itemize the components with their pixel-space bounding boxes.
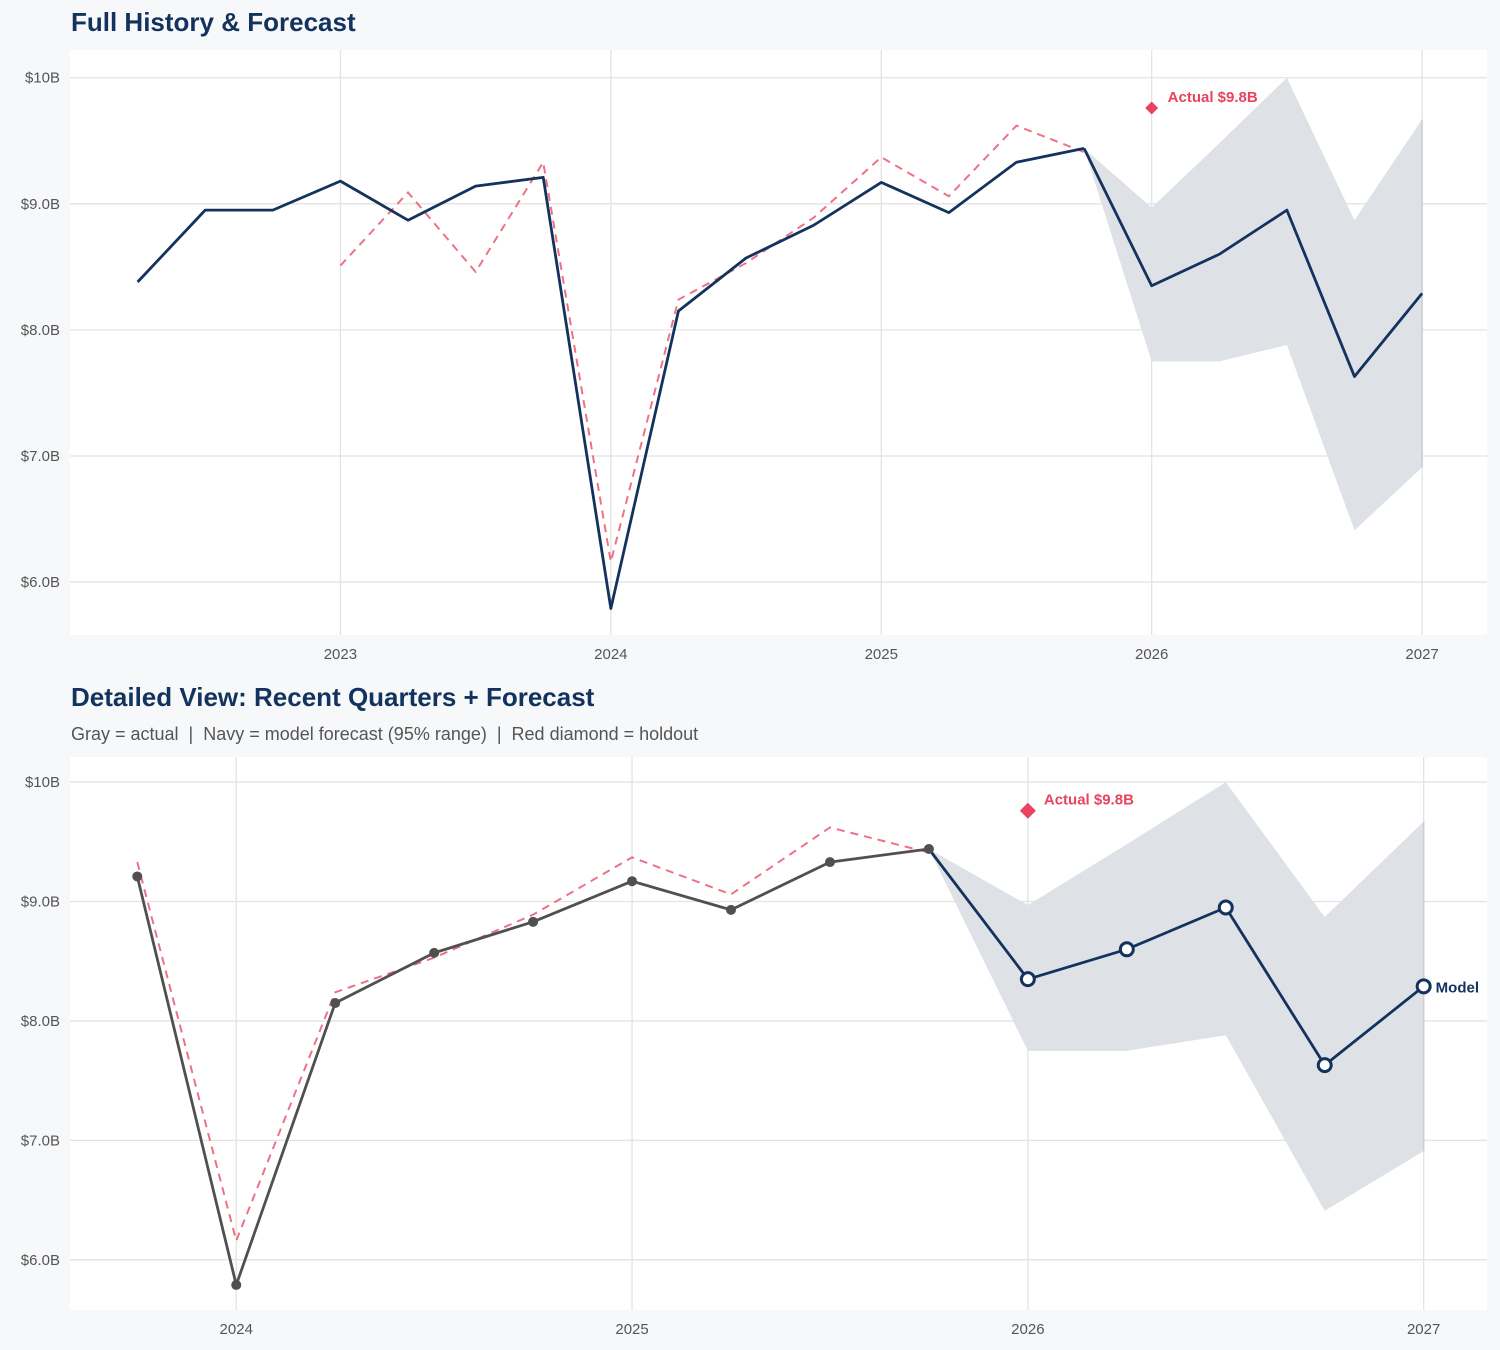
y-tick-label: $6.0B [21,1252,60,1269]
y-tick-label: $6.0B [21,574,60,591]
actual-point [429,947,440,958]
x-tick-label: 2027 [1405,646,1438,663]
actual-point [132,871,143,882]
actual-point [824,857,835,868]
x-tick-label: 2024 [594,646,627,663]
x-tick-label: 2026 [1135,646,1168,663]
bottom-panel: $6.0B $7.0B $8.0B $9.0B $10B 2024 2025 2026 2027… [21,757,1487,1338]
model-end-label: Model [1436,979,1479,996]
y-tick-label: $8.0B [21,322,60,339]
actual-point [726,904,737,915]
forecast-point [1415,978,1432,995]
actual-point [231,1279,242,1290]
actual-point [330,998,341,1009]
fitted-line [339,124,1085,563]
forecast-point [1019,971,1036,988]
y-tick-label: $7.0B [21,1132,60,1149]
holdout-diamond [1145,101,1159,115]
y-tick-label: $10B [25,774,60,791]
holdout-label: Actual $9.8B [1044,792,1134,809]
forecast-band [928,782,1424,1211]
forecast-point [1316,1057,1333,1074]
forecast-point [1118,941,1135,958]
actual-point [528,916,539,927]
forecast-band [1084,77,1423,531]
fitted-line [136,826,930,1244]
holdout-label: Actual $9.8B [1168,89,1258,106]
forecast-line [927,848,1425,1067]
y-tick-label: $10B [25,70,60,87]
bottom-chart-subtitle: Gray = actual | Navy = model forecast (9… [71,724,698,744]
holdout-diamond [1019,802,1036,819]
x-tick-label: 2026 [1011,1321,1044,1338]
actual-point [627,876,638,887]
x-tick-label: 2023 [324,646,357,663]
actual-point [923,843,934,854]
bottom-chart-title: Detailed View: Recent Quarters + Forecas… [71,682,595,712]
x-tick-label: 2027 [1407,1321,1440,1338]
y-tick-label: $7.0B [21,448,60,465]
y-tick-label: $9.0B [21,196,60,213]
top-chart-title: Full History & Forecast [71,7,356,37]
actual-line [136,146,1085,610]
x-tick-label: 2025 [615,1321,648,1338]
forecast-line [1082,147,1424,378]
x-tick-label: 2024 [220,1321,253,1338]
y-tick-label: $9.0B [21,894,60,911]
top-panel: $6.0B $7.0B $8.0B $9.0B $10B 2023 2024 2025 2026… [21,50,1487,663]
forecast-point [1217,899,1234,916]
y-tick-label: $8.0B [21,1013,60,1030]
x-tick-label: 2025 [865,646,898,663]
